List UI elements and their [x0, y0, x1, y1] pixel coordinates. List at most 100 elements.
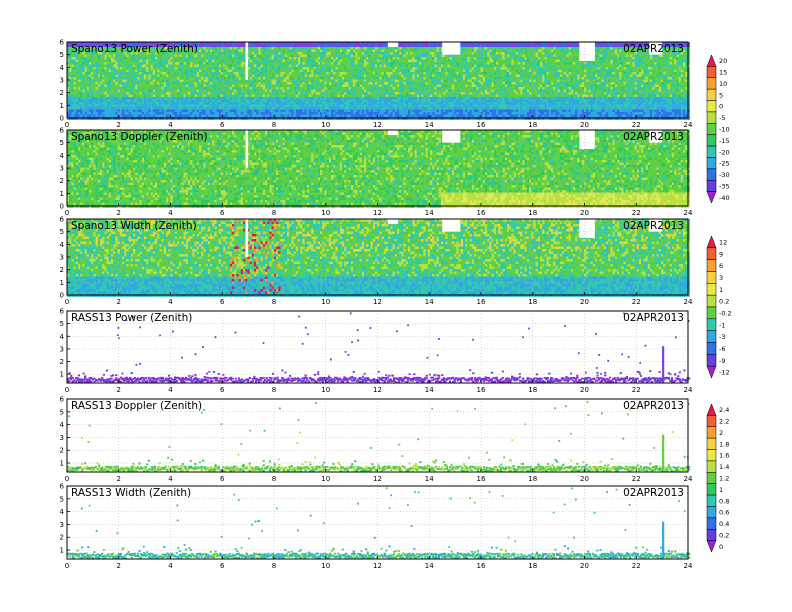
heat-cell — [370, 59, 374, 63]
heat-cell — [69, 107, 72, 110]
heat-cell — [150, 67, 154, 70]
heat-cell — [313, 87, 316, 90]
heat-cell — [368, 92, 371, 95]
heat-cell — [258, 79, 261, 83]
heat-cell — [254, 64, 257, 68]
heat-cell — [335, 64, 338, 68]
heat-cell — [377, 104, 380, 108]
heat-cell — [335, 87, 338, 90]
heat-cell — [357, 79, 360, 83]
heat-cell — [234, 54, 237, 58]
heat-cell — [353, 64, 356, 68]
heat-cell — [172, 92, 176, 95]
heat-cell — [117, 94, 121, 98]
heat-cell — [361, 112, 365, 115]
heat-cell — [383, 49, 387, 53]
heat-cell — [335, 49, 338, 53]
heat-cell — [342, 74, 345, 78]
heat-cell — [199, 92, 202, 95]
heat-cell — [111, 54, 114, 58]
heat-cell — [135, 42, 138, 45]
heat-cell — [168, 44, 171, 48]
heat-cell — [141, 87, 145, 90]
heat-cell — [78, 52, 81, 55]
heat-cell — [238, 44, 242, 48]
heat-cell — [326, 104, 330, 108]
heat-cell — [405, 99, 409, 103]
heat-cell — [383, 77, 387, 80]
heat-cell — [183, 94, 187, 98]
heat-cell — [324, 57, 327, 60]
heat-cell — [375, 72, 378, 75]
heat-cell — [126, 72, 129, 75]
heat-cell — [170, 49, 173, 53]
heat-cell — [276, 114, 279, 118]
heat-cell — [236, 107, 239, 110]
heat-cell — [188, 77, 191, 80]
heat-cell — [335, 82, 338, 85]
heat-cell — [267, 74, 270, 78]
heat-cell — [249, 69, 253, 73]
heat-cell — [95, 52, 99, 55]
heat-cell — [170, 54, 173, 58]
heat-cell — [122, 107, 125, 110]
heat-cell — [410, 89, 413, 93]
heat-cell — [394, 84, 398, 88]
heat-cell — [203, 102, 206, 105]
heat-cell — [328, 109, 332, 113]
heat-cell — [410, 114, 413, 118]
heat-cell — [403, 89, 407, 93]
heat-cell — [126, 44, 129, 48]
heat-cell — [282, 69, 286, 73]
heat-cell — [229, 62, 233, 65]
heat-cell — [73, 74, 77, 78]
heat-cell — [313, 49, 316, 53]
heat-cell — [117, 72, 121, 75]
heat-cell — [302, 67, 305, 70]
heat-cell — [78, 102, 81, 105]
heat-cell — [342, 57, 345, 60]
heat-cell — [262, 59, 266, 63]
heat-cell — [357, 109, 360, 113]
heat-cell — [357, 94, 360, 98]
heat-cell — [394, 72, 398, 75]
heat-cell — [416, 54, 420, 58]
heat-cell — [309, 104, 312, 108]
heat-cell — [372, 49, 376, 53]
heat-cell — [269, 112, 272, 115]
heat-cell — [113, 79, 116, 83]
heat-cell — [328, 87, 332, 90]
heat-cell — [302, 69, 305, 73]
heat-cell — [135, 112, 138, 115]
heat-cell — [67, 52, 70, 55]
heat-cell — [80, 67, 83, 70]
heat-cell — [339, 47, 343, 50]
heat-cell — [414, 97, 418, 100]
heat-cell — [214, 84, 217, 88]
heat-cell — [240, 87, 244, 90]
heat-cell — [179, 52, 182, 55]
heat-cell — [320, 112, 323, 115]
heat-cell — [179, 82, 182, 85]
heat-cell — [361, 54, 365, 58]
heat-cell — [137, 82, 140, 85]
heat-cell — [295, 112, 299, 115]
heat-cell — [339, 114, 343, 118]
heat-cell — [80, 69, 83, 73]
heat-cell — [249, 74, 253, 78]
heat-cell — [339, 107, 343, 110]
heat-cell — [364, 107, 367, 110]
heat-cell — [394, 89, 398, 93]
heat-cell — [181, 104, 184, 108]
heat-cell — [364, 42, 367, 45]
heat-cell — [256, 102, 259, 105]
heat-cell — [146, 107, 149, 110]
heat-cell — [183, 77, 187, 80]
heat-cell — [247, 54, 250, 58]
heat-cell — [320, 49, 323, 53]
heat-cell — [295, 97, 299, 100]
heat-cell — [155, 57, 158, 60]
heat-cell — [201, 87, 204, 90]
heat-cell — [133, 92, 136, 95]
heat-cell — [119, 77, 123, 80]
